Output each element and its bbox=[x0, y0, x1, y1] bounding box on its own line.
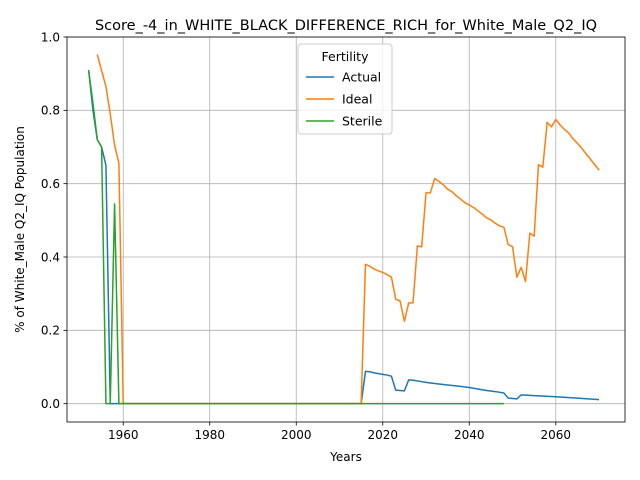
legend-box bbox=[297, 43, 393, 135]
series-line-sterile bbox=[87, 69, 504, 405]
x-tick-label: 2060 bbox=[541, 428, 572, 442]
series-lines bbox=[87, 54, 600, 405]
y-tick-label: 0.4 bbox=[41, 250, 60, 264]
legend-title: Fertility bbox=[322, 49, 370, 64]
series-line-ideal bbox=[96, 54, 600, 405]
y-axis-label: % of White_Male Q2_IQ Population bbox=[13, 126, 27, 333]
y-tick-label: 0.8 bbox=[41, 104, 60, 118]
axis-ticks: 1960 1980 2000 2020 2040 2060 0.0 0.2 0.4 0.6 0.8 1… bbox=[41, 30, 571, 442]
legend-label-actual: Actual bbox=[342, 70, 381, 85]
x-tick-label: 1980 bbox=[194, 428, 225, 442]
y-tick-label: 0.6 bbox=[41, 177, 60, 191]
x-tick-label: 1960 bbox=[108, 428, 139, 442]
legend-label-ideal: Ideal bbox=[342, 92, 372, 107]
chart-title: Score_-4_in_WHITE_BLACK_DIFFERENCE_RICH_… bbox=[95, 18, 597, 34]
legend-items: Actual Ideal Sterile bbox=[306, 70, 383, 129]
x-tick-label: 2000 bbox=[281, 428, 312, 442]
legend-label-sterile: Sterile bbox=[342, 114, 383, 129]
plot-area-frame bbox=[66, 36, 626, 423]
x-axis-label: Years bbox=[329, 450, 362, 464]
y-tick-label: 0.0 bbox=[41, 397, 60, 411]
x-tick-label: 2040 bbox=[454, 428, 485, 442]
y-tick-label: 0.2 bbox=[41, 324, 60, 338]
y-tick-label: 1.0 bbox=[41, 30, 60, 44]
legend: Fertility Actual Ideal Sterile bbox=[297, 43, 393, 135]
x-tick-label: 2020 bbox=[367, 428, 398, 442]
